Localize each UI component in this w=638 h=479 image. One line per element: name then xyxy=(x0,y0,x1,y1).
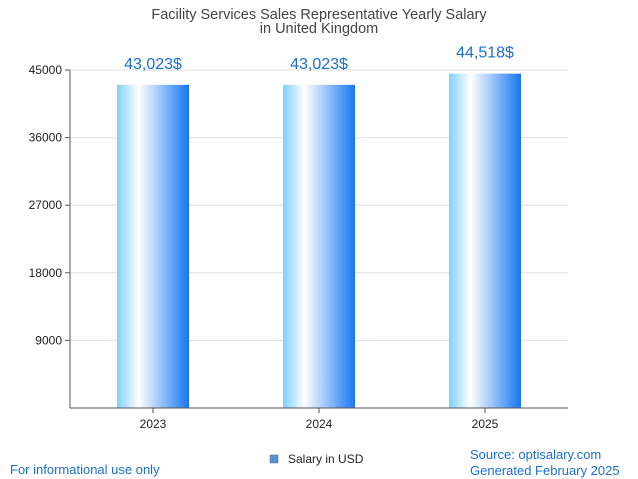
x-tick-label: 2023 xyxy=(140,417,167,431)
legend-swatch xyxy=(269,454,279,464)
x-tick-label: 2025 xyxy=(472,417,499,431)
generated-date: Generated February 2025 xyxy=(470,463,620,478)
data-label: 43,023$ xyxy=(124,56,182,73)
chart-subtitle: in United Kingdom xyxy=(260,21,379,37)
bar xyxy=(117,84,189,409)
x-tick-label: 2024 xyxy=(306,417,333,431)
bar xyxy=(283,84,355,409)
bars xyxy=(117,73,521,409)
y-tick-label: 18000 xyxy=(29,266,63,280)
y-tick-label: 36000 xyxy=(29,131,63,145)
chart-title: Facility Services Sales Representative Y… xyxy=(151,7,487,23)
bar xyxy=(449,73,521,408)
data-label: 44,518$ xyxy=(456,45,514,62)
legend[interactable]: Salary in USD xyxy=(269,452,364,466)
y-tick-label: 27000 xyxy=(29,198,63,212)
y-tick-label: 9000 xyxy=(35,333,62,347)
source-block: Source: optisalary.com Generated Februar… xyxy=(470,447,620,479)
axes: 9000 18000 27000 36000 45000 2023 2024 2025 xyxy=(29,63,568,431)
data-labels: 43,023$ 43,023$ 44,518$ xyxy=(124,45,514,73)
source-link[interactable]: Source: optisalary.com xyxy=(470,447,602,462)
disclaimer-text: For informational use only xyxy=(10,462,160,477)
y-tick-label: 45000 xyxy=(29,63,63,77)
legend-label: Salary in USD xyxy=(288,452,364,466)
data-label: 43,023$ xyxy=(290,56,348,73)
